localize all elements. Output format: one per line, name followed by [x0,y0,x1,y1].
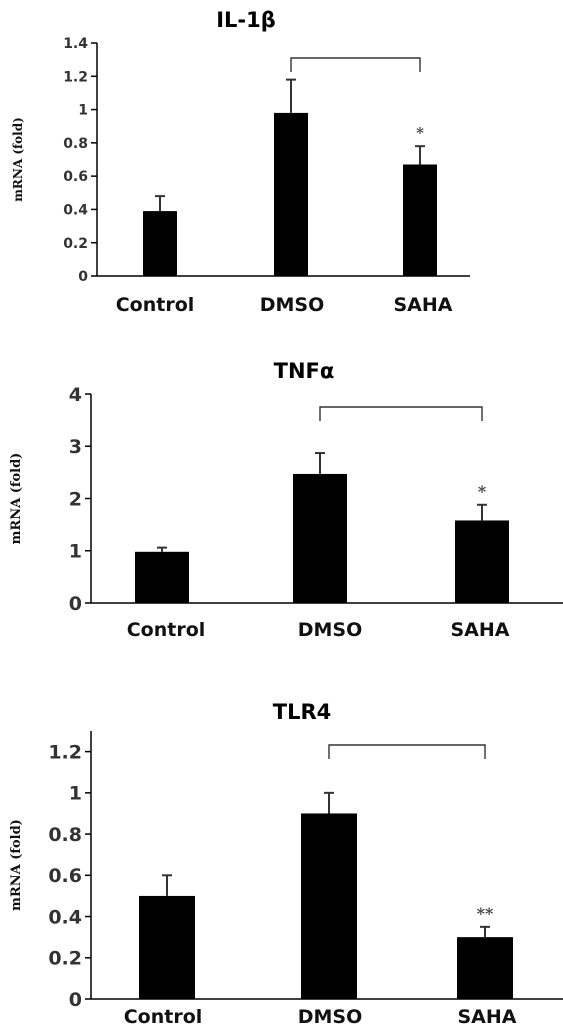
y-tick-label: 1 [78,103,88,119]
y-tick-label: 0.4 [48,906,82,928]
y-tick-label: 0.4 [63,202,88,218]
chart-title: TNFα [274,359,335,383]
category-label-control: Control [116,294,195,316]
y-tick-label: 2 [69,488,82,510]
bar-control [139,895,195,999]
y-axis-label: mRNA (fold) [9,819,24,911]
category-label-dmso: DMSO [298,1006,363,1026]
category-label-saha: SAHA [394,294,453,316]
y-tick-label: 0.2 [63,236,88,252]
significance-bracket [319,406,483,421]
chart-title: IL-1β [216,8,276,32]
bar-control [143,211,177,276]
significance-marker: * [416,124,424,142]
category-label-control: Control [127,619,206,641]
bar-control [135,551,189,603]
chart-panel-3: TLR4 mRNA (fold) 0 0.2 0.4 0.6 0.8 1 1.2 Control D… [9,700,563,1026]
bar-dmso [301,813,357,999]
chart-panel-2: TNFα mRNA (fold) 0 1 2 3 4 Control DMSO SAHA * [9,359,563,641]
y-tick-label: 0.6 [63,169,88,185]
y-tick-label: 0.8 [63,136,88,152]
y-tick-label: 0 [78,269,88,285]
category-label-dmso: DMSO [298,619,363,641]
bar-dmso [274,112,308,277]
bar-saha [457,937,513,999]
chart-title: TLR4 [273,700,332,724]
y-tick-label: 4 [69,384,82,406]
bar-saha [455,520,509,603]
significance-bracket [328,744,486,759]
y-tick-label: 3 [69,436,82,458]
y-tick-label: 0 [69,593,82,615]
bar-saha [403,164,437,276]
y-tick-label: 0.6 [48,865,82,887]
significance-marker: * [478,482,487,501]
y-axis-label: mRNA (fold) [11,117,25,202]
chart-panel-1: IL-1β mRNA (fold) 0 0.2 0.4 0.6 0.8 1 1.2 1.4 Cont… [11,8,470,316]
y-tick-label: 0 [69,989,82,1011]
y-axis-label: mRNA (fold) [9,453,24,545]
category-label-saha: SAHA [458,1006,517,1026]
bar-dmso [293,473,347,603]
y-tick-label: 1 [69,541,82,563]
significance-marker: ** [477,904,494,923]
y-tick-label: 1 [69,783,82,805]
y-tick-label: 0.8 [48,824,82,846]
category-label-dmso: DMSO [260,294,325,316]
y-tick-label: 1.2 [48,741,82,763]
y-tick-label: 1.4 [63,36,88,52]
significance-bracket [290,57,421,72]
category-label-control: Control [124,1006,203,1026]
y-tick-label: 1.2 [63,69,88,85]
y-tick-label: 0.2 [48,948,82,970]
category-label-saha: SAHA [451,619,510,641]
